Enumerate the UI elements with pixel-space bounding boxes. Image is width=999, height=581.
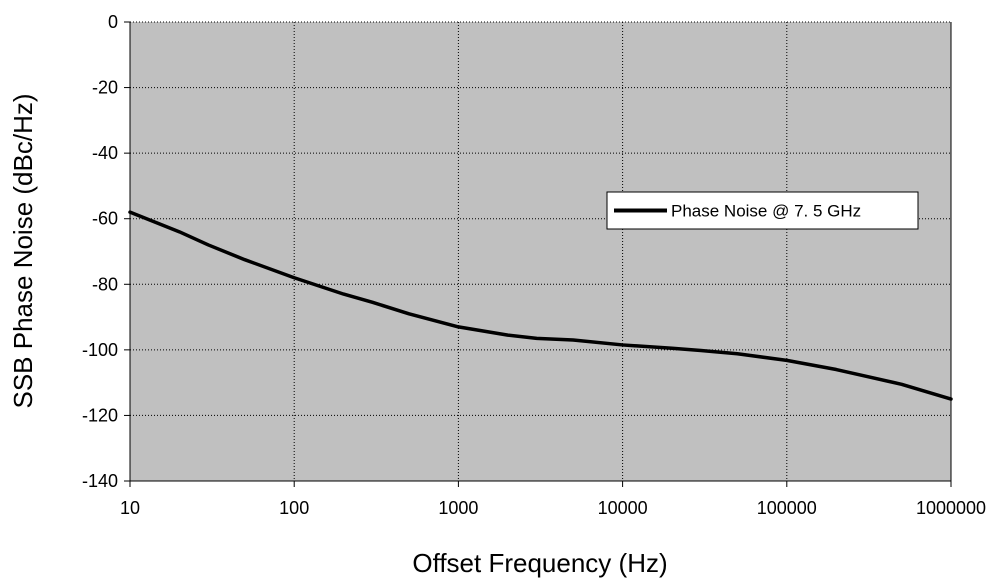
x-tick-label: 10000 [598,498,648,518]
x-tick-label: 100000 [757,498,817,518]
x-tick-label: 10 [120,498,140,518]
x-tick-label: 100 [279,498,309,518]
x-tick-label: 1000000 [916,498,986,518]
y-tick-labels: 0 -20 -40 -60 -80 -100 -120 -140 [82,12,118,491]
legend: Phase Noise @ 7. 5 GHz [607,192,918,229]
y-tick-label: -120 [82,405,118,425]
legend-label: Phase Noise @ 7. 5 GHz [671,202,861,221]
y-tick-label: -60 [92,209,118,229]
y-tick-label: -80 [92,274,118,294]
x-tick-labels: 10 100 1000 10000 100000 1000000 [120,498,986,518]
y-tick-label: -100 [82,340,118,360]
y-tick-label: -40 [92,143,118,163]
y-axis-title: SSB Phase Noise (dBc/Hz) [8,93,38,408]
y-tick-label: 0 [108,12,118,32]
y-tick-label: -20 [92,78,118,98]
plot-area [130,22,951,481]
x-axis-title: Offset Frequency (Hz) [412,548,667,578]
y-tick-label: -140 [82,471,118,491]
x-tick-label: 1000 [438,498,478,518]
